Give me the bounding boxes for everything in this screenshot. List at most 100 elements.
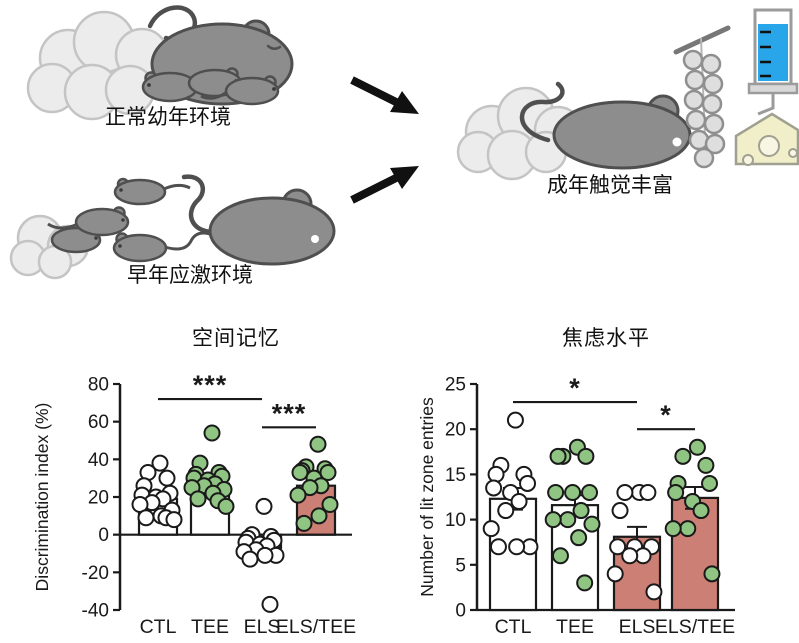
data-point	[519, 474, 537, 492]
data-point	[564, 483, 582, 501]
data-point	[489, 538, 507, 556]
pups-icon	[141, 67, 280, 106]
category-label: CTL	[140, 616, 177, 638]
y-tick-label: 80	[88, 375, 109, 396]
experiment-schematic: 正常幼年环境	[9, 5, 799, 287]
data-point	[667, 483, 685, 501]
data-point	[217, 497, 235, 515]
stressed-adult-mouse-icon	[181, 174, 336, 266]
data-point	[572, 502, 590, 520]
data-point	[674, 447, 692, 465]
data-point	[688, 438, 706, 456]
y-axis-label: Number of lit zone entries	[417, 397, 437, 597]
data-point	[609, 538, 627, 556]
normal-environment-illustration: 正常幼年环境	[26, 5, 294, 129]
category-label: ELS/TEE	[276, 616, 356, 638]
data-point	[570, 529, 588, 547]
data-point	[645, 583, 663, 601]
significance-stars: ***	[272, 398, 307, 428]
syringe-icon	[747, 8, 799, 116]
data-point	[621, 547, 639, 565]
data-point	[310, 507, 328, 525]
bead-string-icon	[673, 25, 731, 169]
data-point	[606, 565, 624, 583]
stress-environment-illustration: 早年应激环境	[9, 174, 336, 287]
y-tick-label: 15	[445, 465, 466, 486]
y-axis-label: Discrimination index (%)	[32, 403, 52, 592]
data-point	[261, 595, 279, 613]
data-point	[616, 483, 634, 501]
significance-stars: ***	[193, 370, 228, 400]
adult-mouse-icon	[519, 81, 692, 170]
arrow-up-right-icon	[350, 166, 419, 204]
data-point	[697, 456, 715, 474]
data-point	[137, 509, 155, 527]
data-point	[309, 435, 327, 453]
data-point	[289, 486, 307, 504]
y-tick-label: 25	[445, 375, 466, 396]
y-tick-label: 40	[88, 450, 109, 471]
category-label: TEE	[191, 616, 229, 638]
data-point	[487, 465, 505, 483]
data-point	[583, 515, 601, 533]
cheese-icon	[734, 112, 799, 166]
data-point	[692, 502, 710, 520]
data-point	[703, 565, 721, 583]
significance-stars: *	[660, 400, 672, 430]
y-tick-label: 0	[98, 525, 109, 546]
anxiety-level-chart: 焦虑水平 25 20 15 10 5 0 Number of lit zone entrie…	[415, 326, 799, 643]
data-point	[291, 464, 309, 482]
y-tick-label: -40	[82, 601, 109, 622]
data-point	[551, 547, 569, 565]
data-point	[151, 454, 169, 472]
data-point	[241, 550, 259, 568]
bedding-clouds-icon	[26, 10, 170, 121]
bar-ELS/TEE	[670, 496, 720, 612]
data-point	[581, 483, 599, 501]
data-point	[544, 511, 562, 529]
data-point	[510, 493, 528, 511]
data-point	[701, 474, 719, 492]
data-point	[506, 411, 524, 429]
significance-stars: *	[569, 373, 581, 403]
category-label: ELS	[619, 616, 656, 638]
data-point	[611, 502, 629, 520]
data-point	[497, 502, 515, 520]
data-point	[508, 538, 526, 556]
y-tick-label: 20	[445, 420, 466, 441]
spatial-memory-plot: 80 60 40 20 0 -20 -40 Discrimination index (%) C…	[32, 370, 356, 638]
normal-environment-label: 正常幼年环境	[105, 106, 231, 129]
anxiety-level-plot: 25 20 15 10 5 0 Number of lit zone entries CTL T…	[417, 373, 735, 638]
data-point	[321, 496, 339, 514]
data-point	[301, 479, 319, 497]
flow-arrows	[350, 76, 419, 204]
data-point	[639, 483, 657, 501]
category-label: ELS	[244, 616, 281, 638]
data-point	[189, 490, 207, 508]
y-tick-label: 60	[88, 412, 109, 433]
adult-enrichment-illustration: 成年触觉丰富	[456, 8, 799, 197]
category-label: CTL	[495, 616, 532, 638]
data-point	[559, 511, 577, 529]
data-point	[319, 464, 337, 482]
data-point	[485, 479, 503, 497]
data-point	[165, 511, 183, 529]
arrow-down-right-icon	[350, 76, 419, 114]
data-point	[577, 447, 595, 465]
y-tick-label: -20	[82, 563, 109, 584]
scattered-pups-icon	[47, 177, 214, 263]
data-point	[664, 520, 682, 538]
data-point	[158, 469, 176, 487]
data-point	[295, 514, 313, 532]
data-point	[576, 574, 594, 592]
bedding-clouds-icon-2	[456, 86, 583, 181]
stress-environment-label: 早年应激环境	[127, 264, 253, 287]
y-tick-label: 0	[455, 601, 466, 622]
data-point	[547, 483, 565, 501]
y-tick-label: 5	[455, 555, 466, 576]
y-tick-label: 20	[88, 488, 109, 509]
data-point	[256, 546, 274, 564]
spatial-memory-title: 空间记忆	[192, 327, 280, 350]
spatial-memory-chart: 空间记忆 80 60 40 20 0 -20 -40 Discrimination index…	[30, 326, 408, 643]
data-point	[203, 424, 221, 442]
